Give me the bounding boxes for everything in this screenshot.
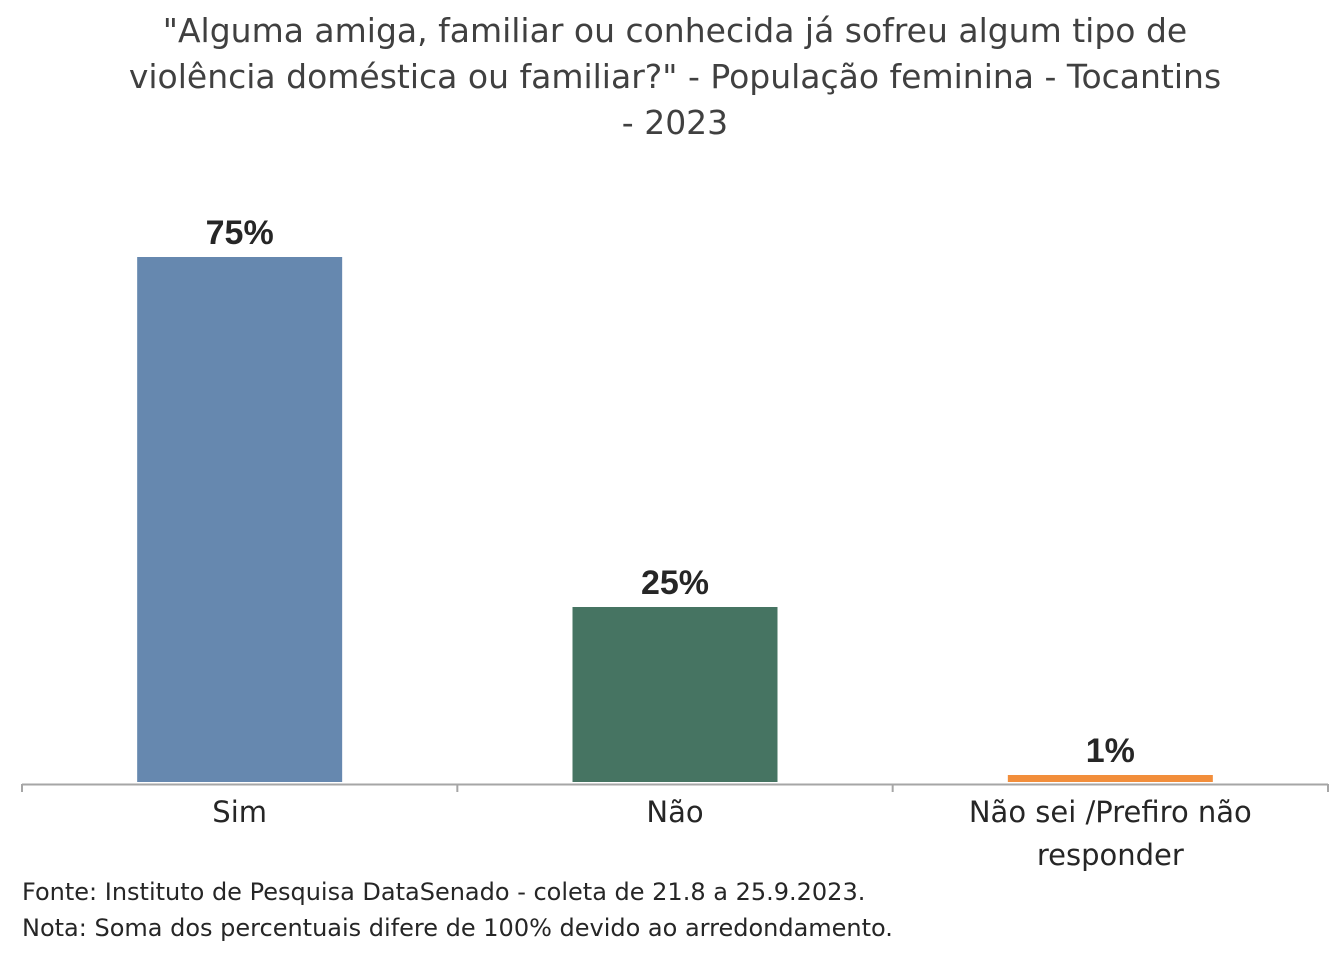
category-label-sim: Sim [212, 795, 267, 829]
bar-nao-sei-prefiro-nao-responder [1007, 775, 1213, 782]
value-label-nao: 25% [641, 564, 709, 602]
category-label-nao: Não [646, 795, 703, 829]
value-label-nao-sei-prefiro-nao-responder: 1% [1086, 732, 1135, 770]
bar-sim [137, 257, 343, 782]
bar-nao [572, 607, 778, 782]
bars-group [137, 257, 1213, 782]
footnotes: Fonte: Instituto de Pesquisa DataSenado … [22, 874, 893, 946]
x-ticks-group [21, 784, 1329, 792]
category-labels-group: Sim Não Não sei /Prefiro não responder [212, 795, 1251, 872]
value-label-sim: 75% [206, 214, 274, 252]
value-labels-group: 75% 25% 1% [206, 214, 1135, 770]
rounding-note: Nota: Soma dos percentuais difere de 100… [22, 914, 893, 942]
source-note: Fonte: Instituto de Pesquisa DataSenado … [22, 878, 866, 906]
chart-title: "Alguma amiga, familiar ou conhecida já … [128, 11, 1222, 142]
category-label-nao-sei-prefiro-nao-responder: Não sei /Prefiro não responder [969, 795, 1252, 872]
